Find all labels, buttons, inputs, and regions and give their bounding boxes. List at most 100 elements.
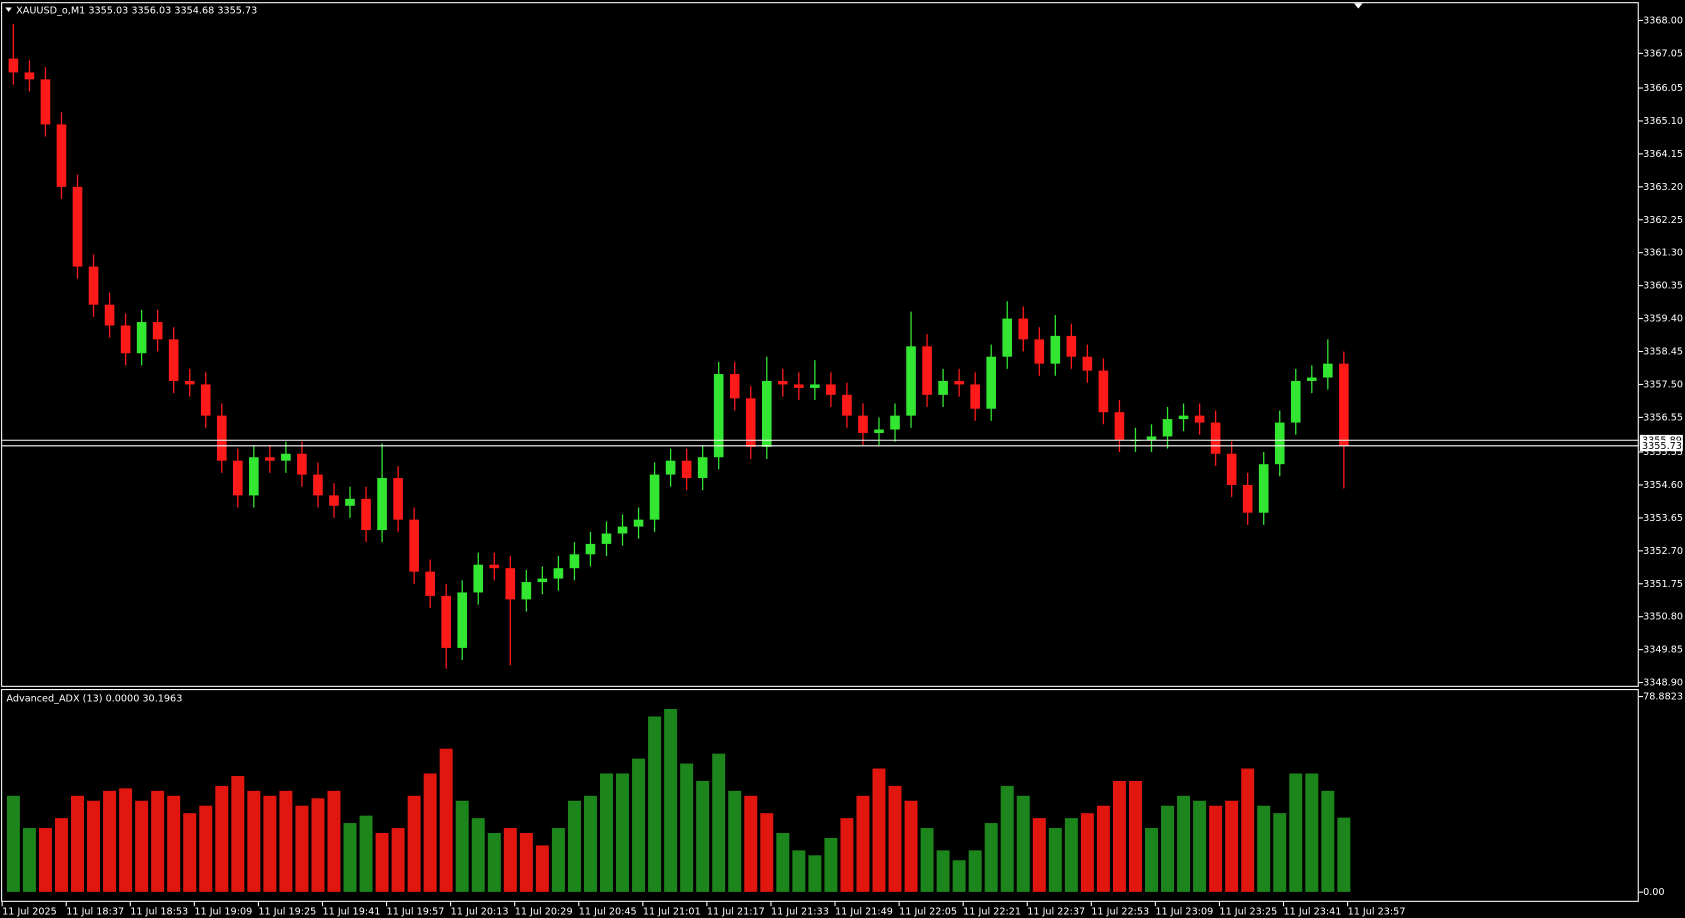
x-tick-label: 11 Jul 22:37 bbox=[1027, 907, 1085, 918]
x-tick-label: 11 Jul 18:53 bbox=[130, 907, 188, 918]
indicator-frame bbox=[1, 689, 1639, 902]
adx-bar bbox=[182, 812, 197, 893]
y-tick-label: 3350.80 bbox=[1643, 612, 1683, 623]
candle-body bbox=[649, 474, 660, 520]
x-tick-label: 11 Jul 23:25 bbox=[1219, 907, 1277, 918]
adx-bar bbox=[54, 817, 69, 893]
candle-body bbox=[184, 380, 195, 385]
y-tick-label: 3363.20 bbox=[1643, 182, 1683, 193]
candle-body bbox=[970, 384, 980, 409]
adx-bar bbox=[214, 785, 229, 893]
adx-bar bbox=[1144, 827, 1159, 893]
candle-body bbox=[1258, 464, 1269, 513]
adx-bar bbox=[1224, 800, 1239, 893]
adx-bar bbox=[935, 849, 951, 893]
adx-bar bbox=[775, 832, 790, 893]
adx-bar bbox=[887, 785, 903, 893]
candle-body bbox=[473, 564, 484, 593]
adx-bar bbox=[455, 800, 470, 893]
adx-bar bbox=[102, 790, 117, 893]
y-tick-label: 3354.60 bbox=[1643, 480, 1683, 491]
price-label: 3355.73 bbox=[1642, 441, 1682, 452]
adx-bar bbox=[984, 822, 999, 893]
y-tick-label: 3356.55 bbox=[1643, 412, 1683, 423]
adx-bar bbox=[871, 767, 887, 893]
x-tick-label: 11 Jul 22:21 bbox=[963, 907, 1021, 918]
adx-bar bbox=[1192, 800, 1207, 893]
adx-bar bbox=[1032, 817, 1047, 893]
adx-bar bbox=[1240, 767, 1255, 893]
candle-body bbox=[24, 72, 35, 80]
candle-body bbox=[441, 595, 451, 648]
adx-bar bbox=[1272, 812, 1287, 893]
candle-body bbox=[425, 571, 435, 596]
chart-title: XAUUSD_o,M1 3355.03 3356.03 3354.68 3355… bbox=[16, 6, 257, 17]
x-tick-label: 11 Jul 21:17 bbox=[707, 907, 765, 918]
adx-bar bbox=[38, 827, 53, 893]
adx-bar bbox=[230, 775, 245, 893]
y-tick-label: 3353.65 bbox=[1643, 513, 1683, 524]
x-tick-label: 11 Jul 19:57 bbox=[387, 907, 445, 918]
candle-body bbox=[1178, 415, 1189, 420]
adx-bar bbox=[439, 748, 454, 893]
adx-bar bbox=[294, 805, 310, 893]
y-tick-label: 3355.55 bbox=[1643, 447, 1683, 458]
candle-body bbox=[409, 519, 419, 572]
adx-bar bbox=[70, 795, 85, 893]
candle-body bbox=[553, 568, 564, 579]
candle-body bbox=[681, 460, 692, 479]
adx-bar bbox=[503, 827, 518, 893]
adx-bar bbox=[968, 849, 983, 893]
adx-bar bbox=[823, 837, 839, 893]
x-tick-label: 11 Jul 2025 bbox=[2, 907, 57, 918]
y-tick-label: 3357.50 bbox=[1643, 379, 1683, 390]
adx-bar bbox=[663, 708, 678, 893]
candle-body bbox=[842, 394, 852, 416]
adx-bar bbox=[1080, 812, 1095, 893]
candle-body bbox=[569, 554, 580, 569]
adx-bar bbox=[759, 812, 774, 893]
y-tick-label: 3351.75 bbox=[1643, 579, 1683, 590]
candle-body bbox=[1098, 370, 1109, 413]
adx-bar bbox=[695, 780, 710, 893]
adx-bar bbox=[535, 844, 550, 893]
adx-bar bbox=[1128, 780, 1143, 893]
adx-bar bbox=[358, 814, 374, 893]
adx-bar bbox=[406, 795, 422, 893]
candle-body bbox=[1194, 415, 1205, 423]
candle-body bbox=[986, 356, 997, 409]
candle-body bbox=[1290, 380, 1301, 423]
candle-body bbox=[585, 543, 596, 555]
candle-body bbox=[72, 186, 83, 267]
candle-body bbox=[457, 592, 468, 648]
adx-bar bbox=[903, 800, 919, 893]
candle-body bbox=[729, 374, 740, 399]
adx-bar bbox=[86, 800, 101, 893]
adx-bar bbox=[567, 800, 582, 893]
candle-body bbox=[954, 380, 964, 385]
candle-body bbox=[1210, 422, 1221, 454]
candle-body bbox=[136, 322, 147, 354]
adx-bar bbox=[22, 827, 37, 893]
adx-bar bbox=[423, 772, 438, 893]
adx-bar bbox=[519, 832, 534, 893]
candle-body bbox=[40, 79, 51, 125]
candle-body bbox=[393, 478, 403, 520]
adx-bar bbox=[647, 715, 662, 893]
menu-arrow[interactable] bbox=[5, 7, 12, 12]
candle-body bbox=[232, 460, 243, 496]
candle-body bbox=[297, 453, 307, 475]
adx-bar bbox=[1336, 816, 1351, 893]
adx-bar bbox=[278, 790, 294, 893]
candle-body bbox=[216, 415, 227, 461]
adx-bar bbox=[390, 827, 406, 893]
adx-bar bbox=[471, 817, 486, 893]
adx-bar bbox=[1000, 785, 1015, 893]
adx-bar bbox=[198, 805, 213, 893]
adx-bar bbox=[1016, 795, 1031, 893]
candle-body bbox=[1306, 377, 1317, 381]
candle-body bbox=[1066, 335, 1077, 357]
candle-body bbox=[922, 346, 932, 395]
adx-bar bbox=[1064, 817, 1079, 893]
